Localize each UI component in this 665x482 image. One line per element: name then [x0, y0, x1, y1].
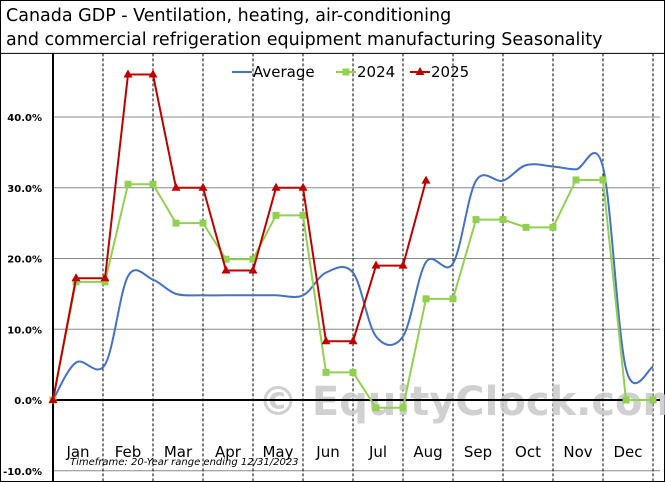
chart-title-line-1: Canada GDP - Ventilation, heating, air-c… — [6, 6, 452, 26]
y-tick-label: -10.0% — [3, 467, 42, 478]
data-point-2024 — [149, 180, 157, 188]
data-point-2025 — [321, 336, 331, 345]
y-tick-label: 10.0% — [7, 325, 42, 336]
watermark: © EquityClock.com — [258, 379, 665, 425]
data-point-2024 — [172, 219, 180, 227]
legend-marker — [342, 68, 350, 76]
series-2025 — [48, 69, 431, 403]
data-point-2025 — [148, 69, 158, 78]
data-point-2024 — [124, 180, 132, 188]
data-point-2025 — [248, 265, 258, 274]
data-point-2024 — [222, 255, 230, 263]
chart-title-line-2: and commercial refrigeration equipment m… — [6, 30, 603, 50]
month-label-nov: Nov — [563, 443, 592, 461]
data-point-2024 — [372, 404, 380, 412]
data-point-2024 — [522, 223, 530, 231]
timeframe-note: Timeframe: 20-Year range ending 12/31/20… — [70, 457, 299, 468]
data-point-2024 — [572, 176, 580, 184]
data-point-2025 — [298, 182, 308, 191]
chart-title: Canada GDP - Ventilation, heating, air-c… — [6, 4, 602, 52]
data-point-2024 — [599, 176, 607, 184]
data-point-2025 — [100, 273, 110, 282]
data-point-2025 — [48, 395, 58, 403]
month-label-apr: Apr — [215, 443, 242, 461]
month-label-feb: Feb — [115, 443, 142, 461]
data-point-2024 — [322, 368, 330, 376]
data-point-2025 — [221, 265, 231, 274]
data-point-2025 — [71, 273, 81, 282]
data-point-2025 — [421, 175, 431, 184]
series-2024 — [49, 176, 657, 412]
data-point-2024 — [399, 404, 407, 412]
legend-marker — [415, 67, 425, 75]
y-tick-label: 0.0% — [14, 396, 42, 407]
legend-label-average: Average — [253, 63, 315, 81]
data-point-2024 — [499, 216, 507, 224]
legend-label-2025: 2025 — [431, 63, 469, 81]
month-label-mar: Mar — [164, 443, 193, 461]
data-point-2025 — [271, 182, 281, 191]
data-point-2025 — [198, 182, 208, 191]
month-label-jul: Jul — [368, 443, 387, 461]
data-point-2025 — [398, 260, 408, 269]
y-tick-label: 30.0% — [7, 184, 42, 195]
data-point-2024 — [649, 396, 657, 404]
y-tick-label: 40.0% — [7, 113, 42, 124]
data-point-2024 — [249, 255, 257, 263]
legend: Average 2024 2025 — [232, 63, 469, 81]
data-point-2024 — [472, 216, 480, 224]
data-point-2025 — [123, 69, 133, 78]
month-label-jun: Jun — [315, 443, 339, 461]
month-label-sep: Sep — [464, 443, 492, 461]
data-point-2025 — [371, 260, 381, 269]
month-label-dec: Dec — [613, 443, 642, 461]
data-point-2024 — [549, 223, 557, 231]
data-point-2024 — [422, 295, 430, 303]
data-point-2025 — [348, 336, 358, 345]
month-label-aug: Aug — [413, 443, 442, 461]
y-tick-label: 20.0% — [7, 255, 42, 266]
legend-label-2024: 2024 — [357, 63, 395, 81]
data-point-2025 — [171, 182, 181, 191]
series-line-2025 — [52, 73, 427, 401]
data-point-2024 — [199, 219, 207, 227]
month-label-oct: Oct — [515, 443, 541, 461]
data-point-2024 — [622, 396, 630, 404]
month-label-may: May — [262, 443, 293, 461]
data-point-2024 — [349, 368, 357, 376]
data-point-2024 — [299, 211, 307, 219]
month-label-jan: Jan — [65, 443, 89, 461]
data-point-2024 — [272, 211, 280, 219]
data-point-2024 — [449, 295, 457, 303]
data-point-2024 — [101, 278, 109, 286]
